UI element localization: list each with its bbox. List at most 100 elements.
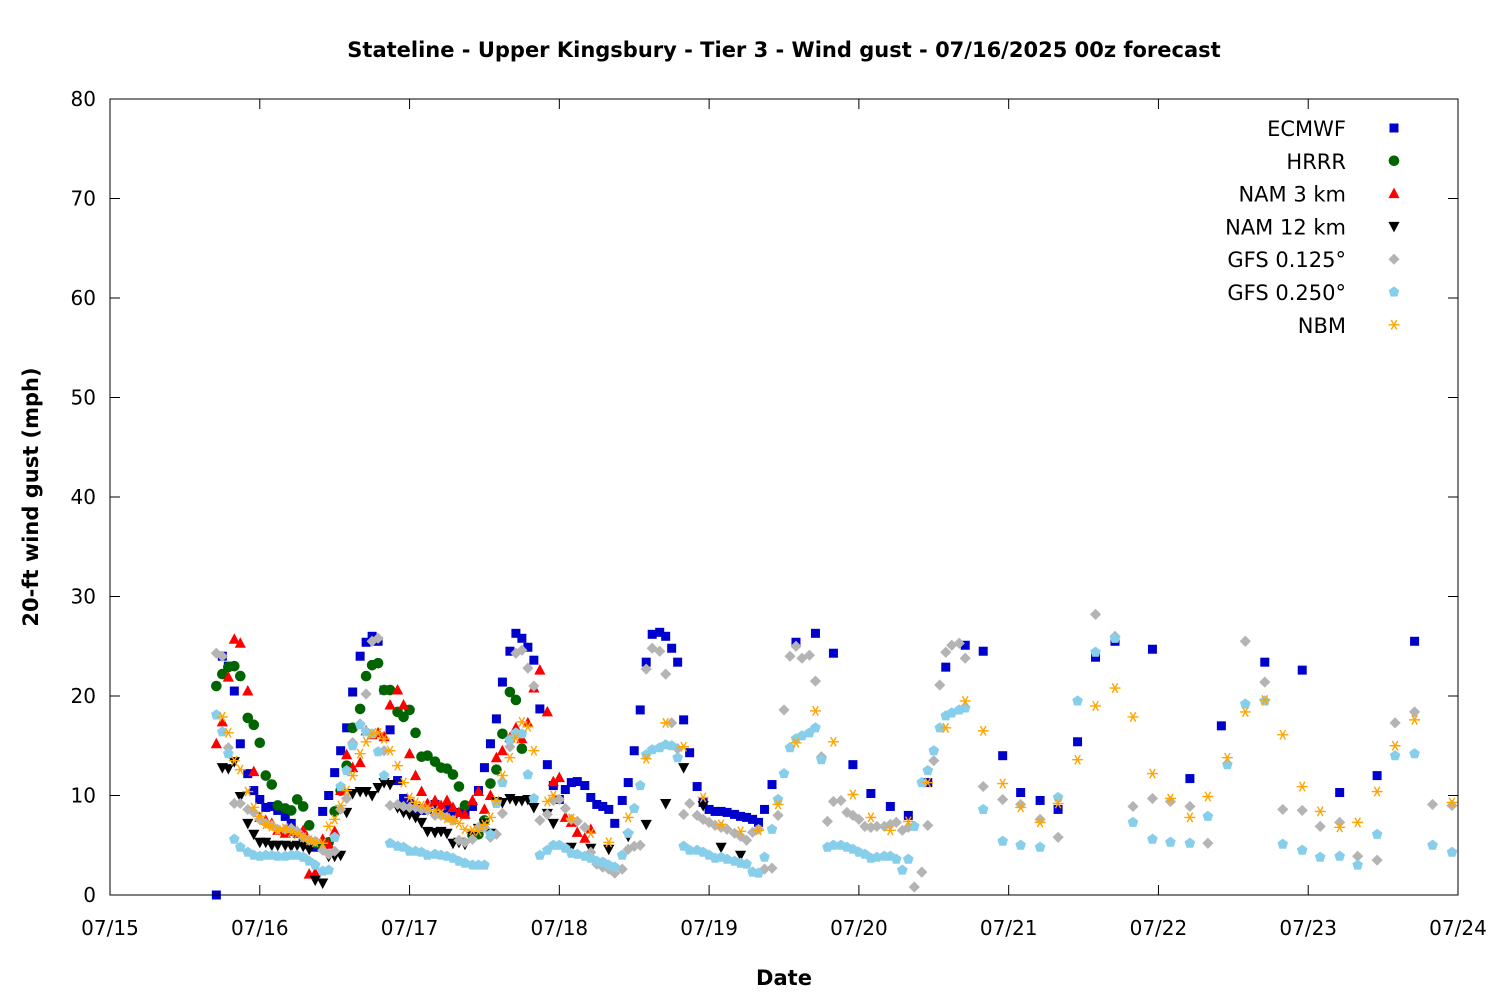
data-point <box>329 831 340 842</box>
data-point <box>772 809 784 821</box>
data-point <box>884 825 896 836</box>
data-point <box>902 816 914 827</box>
chart-title: Stateline - Upper Kingsbury - Tier 3 - W… <box>347 38 1220 62</box>
data-point <box>997 835 1008 846</box>
data-point <box>285 827 297 838</box>
data-point <box>535 704 545 714</box>
x-axis-label: Date <box>756 966 812 990</box>
data-point <box>598 801 608 811</box>
data-point <box>490 828 503 840</box>
data-point <box>673 657 683 667</box>
data-point <box>330 768 340 778</box>
data-point <box>355 651 365 661</box>
data-point <box>634 779 646 791</box>
data-point <box>809 705 821 717</box>
x-tick-label: 07/22 <box>1130 916 1188 940</box>
data-point <box>360 688 372 700</box>
legend-marker <box>1388 253 1400 265</box>
data-point <box>309 867 321 878</box>
data-point <box>629 746 639 756</box>
data-point <box>1221 752 1233 763</box>
x-tick-label: 07/17 <box>381 916 439 940</box>
data-point <box>453 818 465 829</box>
legend-label: NBM <box>1298 314 1346 338</box>
data-point <box>1239 698 1251 709</box>
data-point <box>997 793 1009 806</box>
data-point <box>710 806 720 816</box>
data-point <box>1371 828 1383 839</box>
data-point <box>303 820 315 831</box>
x-tick-label: 07/21 <box>980 916 1038 940</box>
data-point <box>266 779 278 790</box>
data-point <box>385 725 395 735</box>
y-tick-label: 60 <box>71 286 96 310</box>
data-point <box>666 717 678 729</box>
data-point <box>579 821 591 833</box>
data-point <box>541 705 553 717</box>
y-tick-label: 30 <box>71 585 96 609</box>
data-point <box>603 844 615 856</box>
data-point <box>622 812 634 823</box>
data-point <box>242 786 254 797</box>
data-point <box>403 809 416 821</box>
data-point <box>841 806 853 819</box>
data-point <box>1371 854 1383 866</box>
data-point <box>341 765 352 776</box>
data-point <box>1409 714 1421 725</box>
data-point <box>317 878 329 890</box>
data-point <box>547 790 559 801</box>
data-point <box>1296 804 1308 817</box>
data-point <box>416 800 428 811</box>
data-point <box>248 719 260 731</box>
data-point <box>336 746 346 756</box>
data-point <box>1335 788 1345 798</box>
data-point <box>378 770 390 781</box>
data-point <box>542 760 552 770</box>
data-point <box>1072 695 1083 706</box>
data-point <box>847 789 859 800</box>
data-point <box>323 864 334 875</box>
data-point <box>216 711 228 723</box>
data-point <box>260 819 272 830</box>
data-point <box>610 818 620 828</box>
data-point <box>859 820 871 832</box>
data-point <box>1016 788 1026 798</box>
data-point <box>242 712 254 724</box>
data-point <box>721 823 733 835</box>
data-point <box>735 826 747 837</box>
data-point <box>490 751 503 763</box>
data-point <box>453 834 465 846</box>
data-point <box>485 778 496 789</box>
data-point <box>422 750 433 761</box>
data-point <box>479 859 490 870</box>
data-point <box>459 808 471 819</box>
legend-label: ECMWF <box>1267 117 1346 141</box>
data-point <box>1446 797 1458 808</box>
data-point <box>704 804 714 814</box>
legend-marker <box>1388 286 1400 297</box>
data-point <box>1297 665 1307 675</box>
data-point <box>641 657 651 667</box>
data-point <box>272 850 284 861</box>
data-point <box>235 670 246 682</box>
data-point <box>1296 844 1308 855</box>
data-point <box>229 660 240 672</box>
data-point <box>479 763 489 773</box>
series-5 <box>211 632 1458 878</box>
data-point <box>234 841 246 852</box>
data-point <box>941 662 951 672</box>
data-point <box>478 821 491 833</box>
data-point <box>709 819 721 831</box>
data-point <box>1314 851 1326 862</box>
data-point <box>871 820 883 832</box>
data-point <box>459 836 471 848</box>
data-point <box>228 797 240 810</box>
data-point <box>522 721 534 732</box>
data-point <box>429 809 441 821</box>
data-point <box>903 810 913 820</box>
data-point <box>902 853 914 864</box>
data-point <box>378 733 390 744</box>
data-point <box>297 841 309 853</box>
data-point <box>560 785 570 795</box>
